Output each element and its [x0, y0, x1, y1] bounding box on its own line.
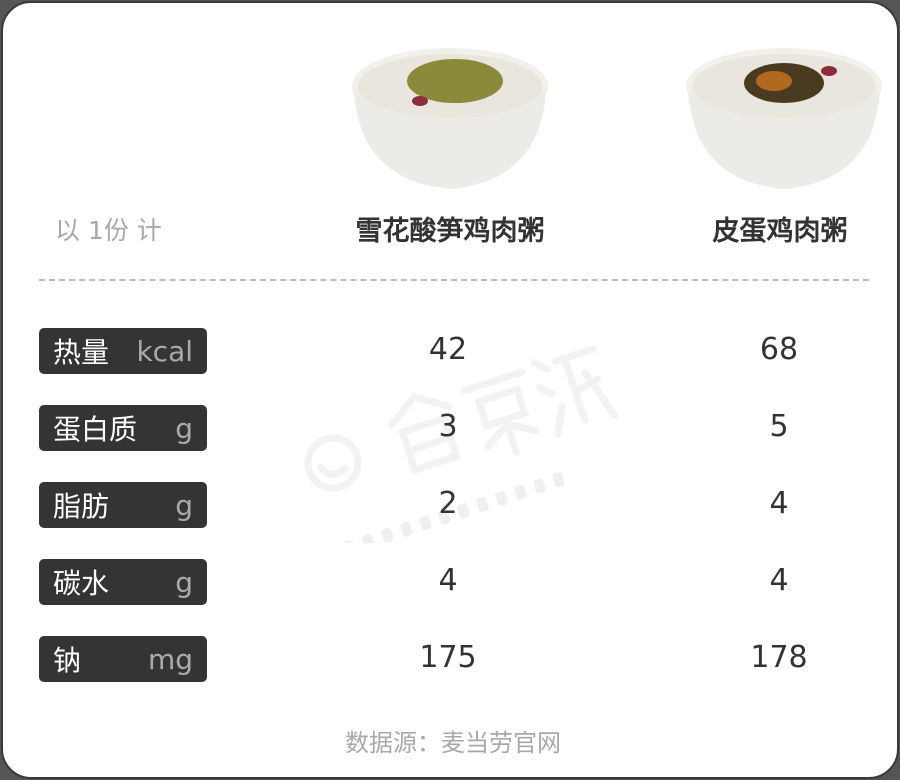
- nutrient-name: 钠: [53, 644, 82, 677]
- data-source: 数据源：麦当劳官网: [345, 729, 561, 757]
- value-cell: 178: [750, 640, 808, 675]
- value-cell: 175: [419, 640, 477, 675]
- congee-bowl-image-1: [352, 48, 548, 189]
- value-cell: 42: [428, 332, 468, 367]
- nutrient-unit: kcal: [136, 334, 193, 368]
- nutrient-label-protein: 蛋白质 g: [39, 405, 207, 451]
- value-cell: 3: [438, 409, 458, 444]
- value-cell: 2: [438, 486, 458, 521]
- nutrient-unit: g: [175, 565, 193, 599]
- congee-bowl-image-2: [686, 48, 882, 189]
- nutrient-name: 热量: [53, 336, 110, 369]
- value-cell: 68: [759, 332, 799, 367]
- value-cell: 4: [438, 563, 458, 598]
- product-name-1: 雪花酸笋鸡肉粥: [355, 216, 545, 247]
- nutrient-unit: g: [175, 488, 193, 522]
- nutrient-name: 碳水: [53, 567, 110, 600]
- nutrient-label-carbs: 碳水 g: [39, 559, 207, 605]
- value-cell: 4: [769, 486, 789, 521]
- product-name-2: 皮蛋鸡肉粥: [712, 216, 848, 247]
- nutrient-label-calories: 热量 kcal: [39, 328, 207, 374]
- divider: [39, 279, 869, 281]
- nutrient-unit: mg: [147, 642, 193, 676]
- value-cell: 4: [769, 563, 789, 598]
- nutrient-name: 脂肪: [53, 490, 110, 523]
- nutrient-unit: g: [175, 411, 193, 445]
- serving-basis-label: 以 1份 计: [55, 216, 162, 245]
- nutrient-label-fat: 脂肪 g: [39, 482, 207, 528]
- value-cell: 5: [769, 409, 789, 444]
- nutrient-label-sodium: 钠 mg: [39, 636, 207, 682]
- nutrient-name: 蛋白质: [53, 413, 138, 446]
